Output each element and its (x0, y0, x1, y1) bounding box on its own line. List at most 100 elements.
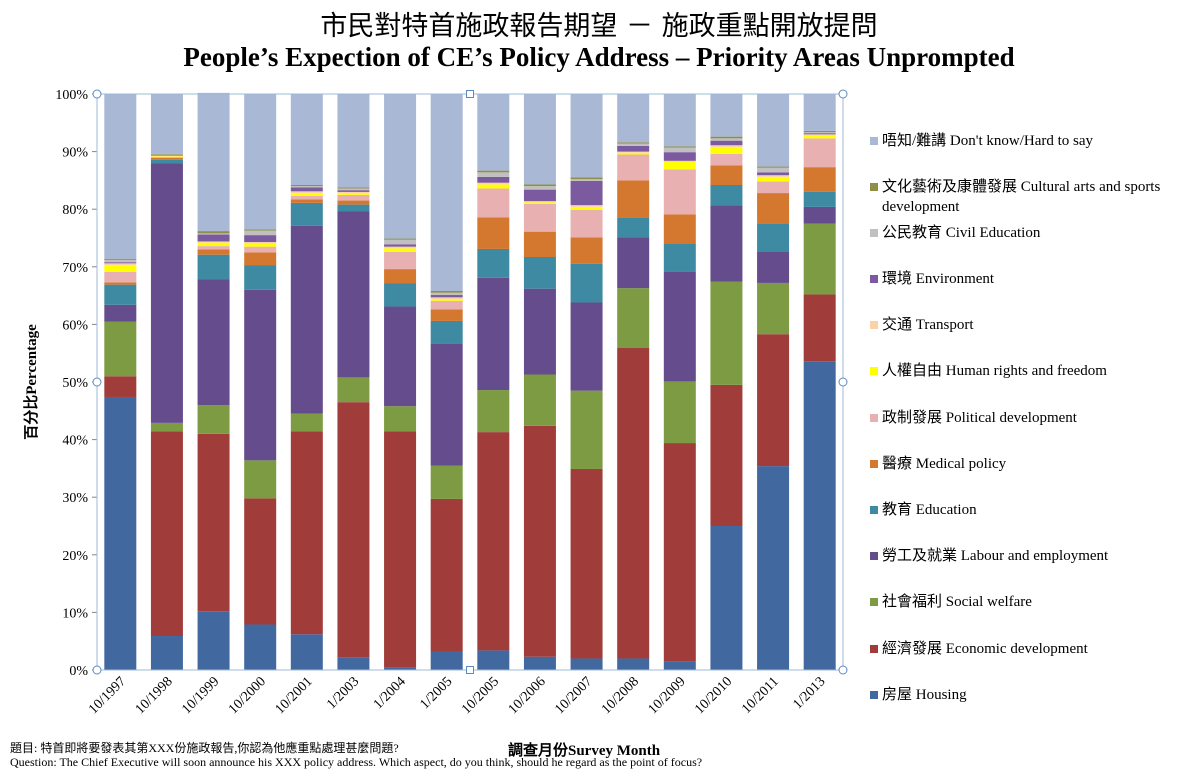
bar-segment (617, 152, 650, 155)
bar-segment (617, 658, 650, 670)
bar-segment (337, 193, 370, 195)
bar-segment (757, 282, 790, 335)
bar-segment (290, 191, 323, 194)
stacked-bar-chart: 0% 10% 20% 30% 40% 50% 60% 70% 80% 90% 100% 百分比Perc… (22, 88, 848, 717)
bar-segment (477, 172, 510, 177)
y-tick-label: 30% (62, 491, 88, 506)
legend-label: 勞工及就業 Labour and employment (882, 548, 1109, 564)
bar-segment (710, 153, 743, 166)
bar-segment (150, 157, 183, 160)
bar-segment (570, 94, 603, 178)
bar-segment (663, 94, 696, 147)
x-tick-label: 1/2005 (417, 674, 455, 712)
bar-segment (803, 134, 836, 136)
legend-swatch (870, 460, 878, 468)
bar-segment (617, 217, 650, 238)
bar-segment (104, 265, 137, 272)
bar-segment (803, 138, 836, 168)
bar-segment (523, 202, 556, 205)
bar-segment (104, 282, 137, 285)
bar-segment (244, 265, 277, 290)
bar-segment (663, 169, 696, 215)
y-tick-label: 70% (62, 261, 88, 276)
bar-segment (104, 304, 137, 322)
x-tick-label: 10/2006 (506, 674, 549, 717)
bar-segment (244, 230, 277, 236)
bar-segment (290, 199, 323, 203)
bar-segment (477, 176, 510, 183)
bar-segment (523, 189, 556, 202)
bar-segment (803, 191, 836, 207)
bar-segment (803, 133, 836, 135)
bar-segment (150, 422, 183, 432)
bar-segment (104, 271, 137, 283)
bar-segment (617, 145, 650, 152)
legend-label: 文化藝術及康體發展 Cultural arts and sports devel… (882, 179, 1161, 215)
selection-handle (92, 89, 102, 99)
bar-segment (617, 143, 650, 146)
x-tick-label: 10/1999 (179, 674, 222, 717)
bar-segment (244, 243, 277, 247)
bar-segment (430, 297, 463, 300)
bar-segment (570, 177, 603, 180)
bar-segment (104, 262, 137, 264)
x-tick-label: 1/2013 (790, 674, 828, 712)
bar-segment (430, 295, 463, 298)
x-tick-label: 10/2010 (692, 674, 735, 717)
x-tick-label: 10/2007 (552, 674, 595, 717)
x-tick-label: 10/1997 (86, 674, 129, 717)
bar-segment (477, 170, 510, 173)
bar-segment (477, 390, 510, 433)
bar-segment (710, 145, 743, 147)
bar-segment (570, 209, 603, 238)
bar-segment (570, 180, 603, 206)
bar-segment (150, 155, 183, 156)
bar-segment (477, 248, 510, 278)
legend-label: 社會福利 Social welfare (882, 594, 1032, 610)
x-tick-label: 10/2001 (273, 674, 316, 717)
x-tick-label: 10/2000 (226, 674, 269, 717)
bar-segment (803, 206, 836, 224)
bar-segment (197, 242, 230, 247)
legend-label: 人權自由 Human rights and freedom (882, 363, 1107, 379)
bar-segment (710, 185, 743, 206)
bar-segment (150, 156, 183, 157)
question-footnote: 題目: 特首即將要發表其第XXX份施政報告,你認為他應重點處理甚麼問題? Que… (10, 741, 702, 769)
bar-segment (150, 94, 183, 154)
x-tick-label: 1/2003 (324, 674, 362, 712)
legend-swatch (870, 229, 878, 237)
bar-segment (523, 374, 556, 426)
bar-segment (337, 194, 370, 201)
bar-segment (197, 233, 230, 235)
question-chinese: 題目: 特首即將要發表其第XXX份施政報告,你認為他應重點處理甚麼問題? (10, 741, 399, 755)
bar-segment (384, 306, 417, 407)
x-tick-label: 10/2011 (739, 674, 782, 717)
bar-segment (430, 343, 463, 466)
legend-label: 公民教育 Civil Education (882, 225, 1041, 241)
selection-handle (838, 377, 848, 387)
y-tick-label: 20% (62, 549, 88, 564)
bar-segment (663, 161, 696, 170)
bar-segment (197, 231, 230, 234)
bar-segment (710, 146, 743, 154)
bar-segment (290, 193, 323, 196)
legend-swatch (870, 598, 878, 606)
bar-segment (523, 186, 556, 190)
bar-segment (104, 258, 137, 260)
bar-segment (803, 130, 836, 133)
x-tick-label: 10/1998 (133, 674, 176, 717)
bar-segment (570, 206, 603, 210)
bar-segment (523, 231, 556, 258)
bar-segment (384, 269, 417, 284)
bar-segment (337, 190, 370, 192)
bar-segment (104, 284, 137, 305)
bar-segment (477, 650, 510, 670)
bar-segment (663, 271, 696, 382)
bar-segment (617, 237, 650, 289)
bar-segment (430, 465, 463, 499)
bar-segment (104, 263, 137, 266)
bar-segment (757, 223, 790, 252)
bar-segment (290, 431, 323, 635)
selection-handle (92, 665, 102, 675)
bar-segment (150, 163, 183, 423)
